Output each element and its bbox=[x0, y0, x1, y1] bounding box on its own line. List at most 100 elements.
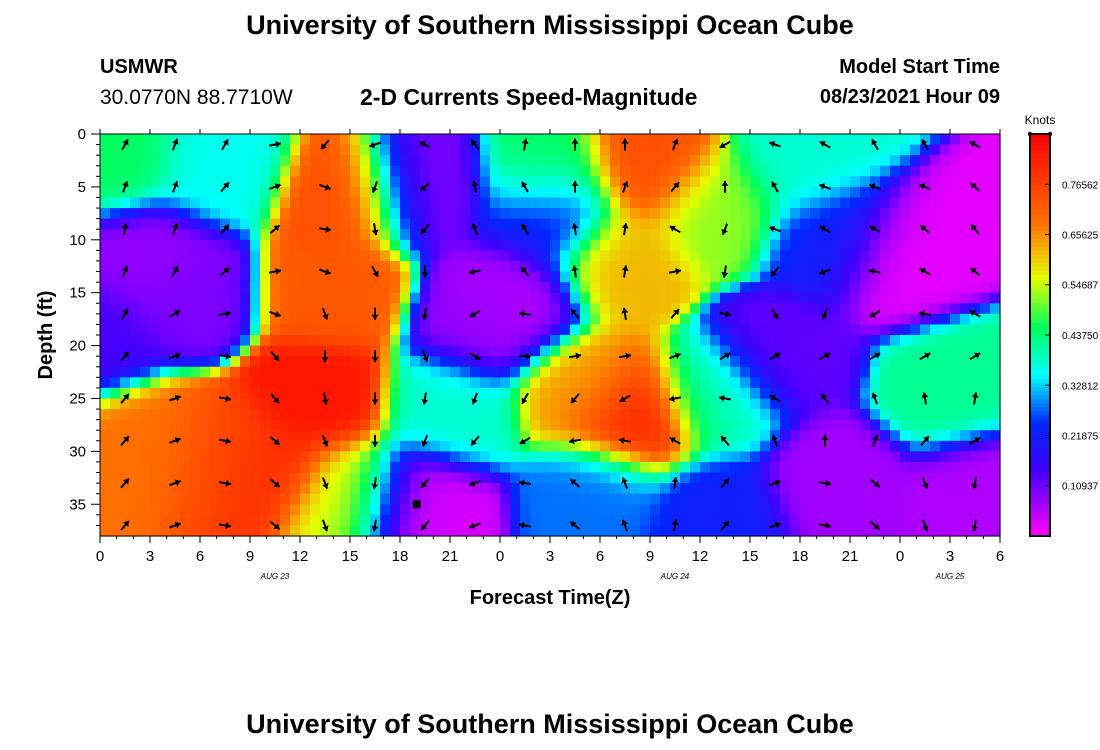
heat-cell bbox=[630, 134, 641, 146]
current-vector-arrow bbox=[621, 223, 629, 236]
heat-cell bbox=[250, 366, 261, 378]
heat-cell bbox=[690, 229, 701, 241]
heat-cell bbox=[550, 134, 561, 146]
heat-cell bbox=[590, 155, 601, 167]
heat-cell bbox=[610, 250, 621, 262]
heat-cell bbox=[640, 335, 651, 347]
heat-cell bbox=[630, 472, 641, 484]
heat-cell bbox=[770, 303, 781, 315]
heat-cell bbox=[730, 504, 741, 516]
heat-cell bbox=[720, 134, 731, 146]
heat-cell bbox=[840, 208, 851, 220]
heat-cell bbox=[360, 472, 371, 484]
heat-cell bbox=[690, 303, 701, 315]
heat-cell bbox=[420, 229, 431, 241]
heat-cell bbox=[520, 366, 531, 378]
heat-cell bbox=[220, 313, 231, 326]
heat-cell bbox=[880, 525, 891, 537]
heat-cell bbox=[990, 229, 1001, 241]
heat-cell bbox=[310, 483, 321, 495]
colorbar-segment bbox=[1030, 383, 1050, 388]
heat-cell bbox=[520, 208, 531, 220]
colorbar-segment bbox=[1030, 435, 1050, 441]
heat-cell bbox=[530, 144, 541, 156]
heat-cell bbox=[930, 239, 941, 251]
heat-cell bbox=[980, 134, 991, 146]
heat-cell bbox=[550, 398, 561, 410]
heat-cell bbox=[550, 451, 561, 463]
heat-cell bbox=[140, 208, 151, 220]
current-vector-arrow bbox=[519, 352, 531, 360]
heat-cell bbox=[280, 239, 291, 251]
heat-cell bbox=[750, 514, 761, 527]
heat-cell bbox=[570, 472, 581, 484]
heat-cell bbox=[530, 483, 541, 495]
heat-cell bbox=[860, 430, 871, 442]
heat-cell bbox=[820, 229, 831, 241]
heat-cell bbox=[740, 345, 751, 357]
heat-cell bbox=[370, 176, 381, 188]
heat-cell bbox=[300, 356, 311, 368]
heat-cell bbox=[230, 504, 241, 516]
heat-cell bbox=[340, 377, 351, 389]
colorbar-segment bbox=[1030, 174, 1050, 179]
heat-cell bbox=[400, 218, 411, 230]
heat-cell bbox=[250, 165, 261, 177]
current-vector-arrow bbox=[518, 521, 532, 529]
heat-cell bbox=[670, 493, 681, 505]
heat-cell bbox=[800, 250, 811, 262]
heat-cell bbox=[420, 514, 431, 527]
heat-cell bbox=[560, 313, 571, 326]
heat-cell bbox=[980, 229, 991, 241]
current-vector-arrow bbox=[621, 477, 629, 490]
heat-cell bbox=[780, 409, 791, 421]
heat-cell bbox=[770, 155, 781, 167]
heat-cell bbox=[650, 409, 661, 421]
heat-cell bbox=[120, 440, 131, 452]
heat-cell bbox=[210, 144, 221, 156]
heat-cell bbox=[230, 271, 241, 283]
heat-cell bbox=[720, 398, 731, 410]
heat-cell bbox=[910, 514, 921, 527]
heat-cell bbox=[170, 409, 181, 421]
heat-cell bbox=[480, 387, 491, 400]
heat-cell bbox=[290, 303, 301, 315]
heat-cell bbox=[410, 239, 421, 251]
heat-cell bbox=[950, 472, 961, 484]
heat-cell bbox=[860, 134, 871, 146]
heat-cell bbox=[190, 493, 201, 505]
heat-cell bbox=[570, 387, 581, 400]
heat-cell bbox=[480, 366, 491, 378]
heat-cell bbox=[810, 451, 821, 463]
heat-cell bbox=[410, 335, 421, 347]
heat-cell bbox=[650, 366, 661, 378]
heat-cell bbox=[130, 387, 141, 400]
current-vector-arrow bbox=[569, 520, 581, 531]
current-vector-arrow bbox=[720, 435, 730, 447]
heat-cell bbox=[600, 440, 611, 452]
heat-cell bbox=[650, 335, 661, 347]
heat-cell bbox=[180, 324, 191, 336]
heat-cell bbox=[450, 483, 461, 495]
heat-cell bbox=[950, 483, 961, 495]
heat-cell bbox=[210, 472, 221, 484]
colorbar-segment bbox=[1030, 146, 1050, 151]
heat-cell bbox=[500, 377, 511, 389]
heat-cell bbox=[240, 366, 251, 378]
heat-cell bbox=[150, 525, 161, 537]
heat-cell bbox=[600, 377, 611, 389]
heat-cell bbox=[410, 440, 421, 452]
colorbar-segment bbox=[1030, 347, 1050, 352]
heat-cell bbox=[100, 472, 111, 484]
current-vector-arrow bbox=[518, 310, 532, 318]
heat-cell bbox=[320, 377, 331, 389]
heat-cell bbox=[960, 144, 971, 156]
colorbar-segment bbox=[1030, 138, 1050, 143]
heat-cell bbox=[570, 493, 581, 505]
heat-cell bbox=[710, 409, 721, 421]
heat-cell bbox=[550, 186, 561, 199]
heat-cell bbox=[310, 313, 321, 326]
heat-cell bbox=[870, 282, 881, 294]
heat-cell bbox=[490, 356, 501, 368]
colorbar-segment bbox=[1030, 178, 1050, 183]
